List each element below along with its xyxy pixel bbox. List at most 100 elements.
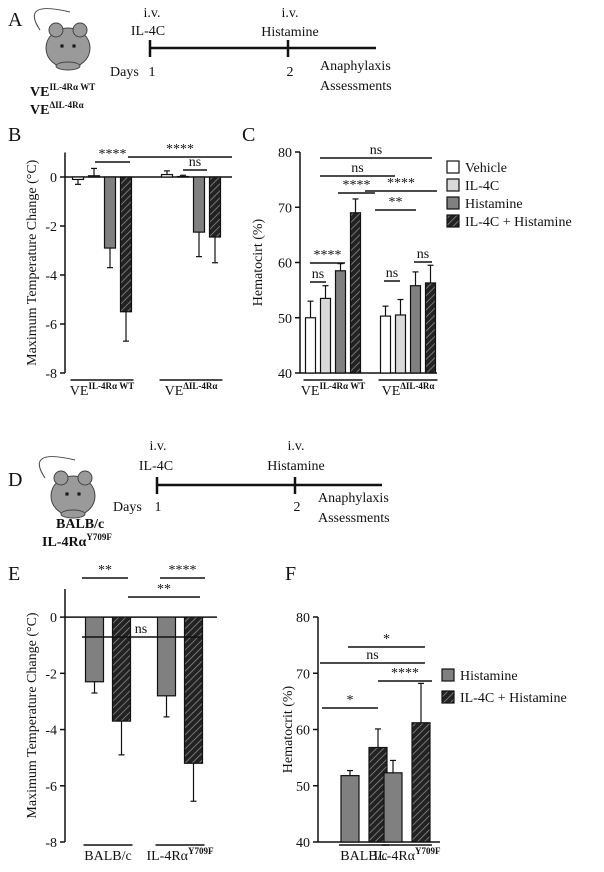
y-axis-title: Maximum Temperature Change (°C) xyxy=(25,612,40,818)
bar xyxy=(111,616,132,722)
y-tick-label: 0 xyxy=(50,171,57,186)
agent: Histamine xyxy=(261,25,319,40)
significance-label: ns xyxy=(189,155,201,170)
y-axis-title: Hematocirt (%) xyxy=(251,218,266,306)
outcome: Assessments xyxy=(320,79,392,94)
y-tick-label: -4 xyxy=(45,269,57,284)
legend-label: Histamine xyxy=(465,197,523,212)
y-tick-label: -4 xyxy=(45,724,57,739)
significance-label: ** xyxy=(98,563,112,578)
group-label: BALB/c xyxy=(84,849,131,864)
y-tick-label: 50 xyxy=(296,780,310,795)
y-tick-label: 70 xyxy=(296,667,310,682)
y-tick-label: 60 xyxy=(278,257,292,272)
bar xyxy=(183,616,204,764)
group-label-sup: IL-4Rα WT xyxy=(319,381,365,391)
group-label: IL-4RαY709F xyxy=(373,846,441,864)
legend-swatch xyxy=(441,668,455,682)
bar xyxy=(87,175,101,178)
route: i.v. xyxy=(144,6,161,21)
bar xyxy=(394,314,407,374)
significance-label: **** xyxy=(99,147,127,162)
outcome: Anaphylaxis xyxy=(318,491,389,506)
bar xyxy=(208,176,222,238)
y-tick-label: 50 xyxy=(278,312,292,327)
y-tick-label: -6 xyxy=(45,318,57,333)
significance-label: ns xyxy=(351,161,363,176)
group-label: VEIL-4Rα WT xyxy=(70,381,134,399)
group-label-sup: Y709F xyxy=(188,846,214,856)
bar xyxy=(349,212,362,374)
bar xyxy=(160,173,174,178)
significance-label: ** xyxy=(389,195,403,210)
y-tick-label: 60 xyxy=(296,724,310,739)
group-label-base: BALB/c xyxy=(84,849,131,864)
group-label: VEIL-4Rα WT xyxy=(301,381,365,399)
outcome: Anaphylaxis xyxy=(320,59,391,74)
group-label-base: VE xyxy=(382,384,401,399)
group-label-base: IL-4Rα xyxy=(146,849,188,864)
y-tick-label: -8 xyxy=(45,367,57,382)
bar xyxy=(334,270,347,374)
group-label: BALB/c xyxy=(340,849,387,864)
significance-label: ns xyxy=(386,266,398,281)
strain-base: IL-4Rα xyxy=(42,535,87,550)
y-axis-title: Hematocrit (%) xyxy=(281,685,296,773)
legend-swatch xyxy=(446,214,460,228)
y-tick-label: -2 xyxy=(45,667,57,682)
panel-label: F xyxy=(285,563,296,585)
significance-label: ns xyxy=(135,622,147,637)
strain-base: BALB/c xyxy=(56,517,104,532)
agent: IL-4C xyxy=(139,459,173,474)
strain-sup: ΔIL-4Rα xyxy=(49,100,83,110)
agent: Histamine xyxy=(267,459,325,474)
strain-label: VEΔIL-4Rα xyxy=(30,100,84,118)
outcome: Assessments xyxy=(318,511,390,526)
bar xyxy=(103,176,117,249)
group-label-base: VE xyxy=(165,384,184,399)
strain-label: VEIL-4Rα WT xyxy=(30,82,95,100)
bar xyxy=(379,315,392,374)
route: i.v. xyxy=(282,6,299,21)
group-label-base: BALB/c xyxy=(340,849,387,864)
significance-label: **** xyxy=(166,142,194,157)
bar xyxy=(156,616,177,697)
route: i.v. xyxy=(288,439,305,454)
strain-sup: IL-4Rα WT xyxy=(49,82,95,92)
y-tick-label: 80 xyxy=(278,146,292,161)
bar xyxy=(84,616,105,683)
strain-base: VE xyxy=(30,85,49,100)
group-label-base: VE xyxy=(70,384,89,399)
group-label-base: IL-4Rα xyxy=(373,849,415,864)
legend-swatch xyxy=(446,178,460,192)
route: i.v. xyxy=(150,439,167,454)
legend-label: IL-4C + Histamine xyxy=(465,215,572,230)
y-tick-label: 0 xyxy=(50,611,57,626)
y-tick-label: -2 xyxy=(45,220,57,235)
group-label-base: VE xyxy=(301,384,320,399)
bar xyxy=(192,176,206,233)
day: 2 xyxy=(294,500,301,515)
y-tick-label: -6 xyxy=(45,780,57,795)
day: 2 xyxy=(287,65,294,80)
significance-label: **** xyxy=(314,248,342,263)
bar xyxy=(383,772,403,843)
strain-label: BALB/c xyxy=(56,517,104,532)
group-label-sup: IL-4Rα WT xyxy=(88,381,134,391)
legend-swatch xyxy=(446,196,460,210)
significance-label: ns xyxy=(417,247,429,262)
panel-label: D xyxy=(8,469,22,491)
legend-label: Vehicle xyxy=(465,161,507,176)
strain-base: VE xyxy=(30,103,49,118)
days-label: Days xyxy=(110,65,139,80)
significance-label: **** xyxy=(343,178,371,193)
y-tick-label: 40 xyxy=(278,367,292,382)
legend-label: IL-4C xyxy=(465,179,499,194)
group-label-sup: ΔIL-4Rα xyxy=(183,381,217,391)
day: 1 xyxy=(155,500,162,515)
mouse-icon xyxy=(33,8,91,71)
days-label: Days xyxy=(113,500,142,515)
bar xyxy=(319,297,332,374)
strain-label: IL-4RαY709F xyxy=(42,532,112,550)
